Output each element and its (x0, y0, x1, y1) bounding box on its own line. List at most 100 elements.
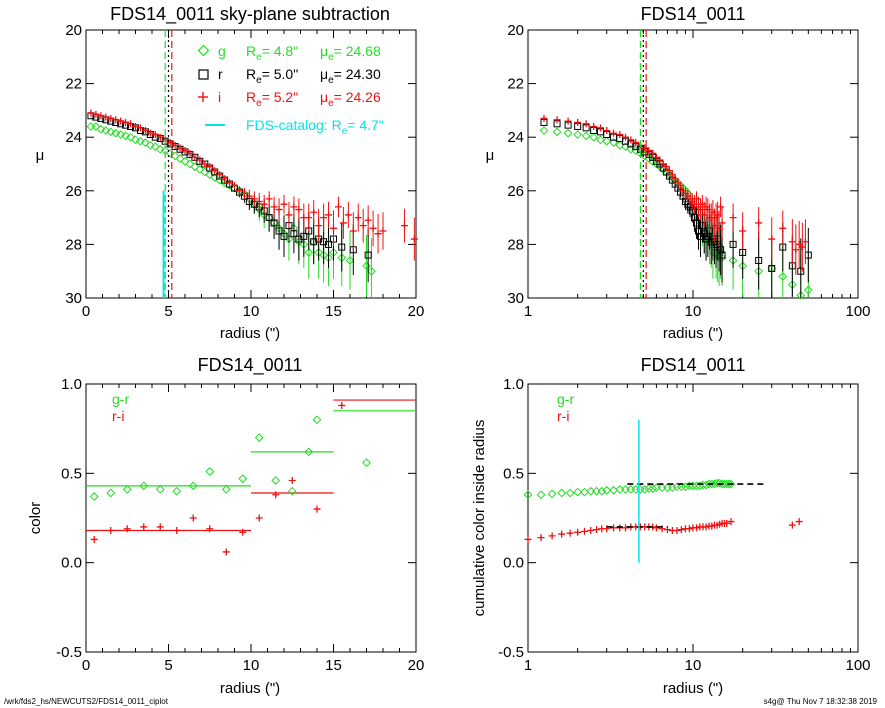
y-tick-label: -0.5 (498, 644, 524, 661)
data-point-i (582, 120, 590, 128)
data-point-i (136, 124, 144, 132)
panel-2-ylabel: μ (486, 147, 495, 164)
data-point-i (590, 122, 598, 130)
panel-3-legend-gr: g-r (112, 391, 129, 407)
data-point-i (270, 203, 278, 211)
data-point-g-r (615, 485, 625, 494)
data-point-g-r (631, 485, 641, 494)
data-point-g (573, 130, 583, 139)
data-point-i (285, 211, 293, 219)
data-point-i (310, 208, 318, 216)
data-point-i (792, 246, 800, 254)
y-tick-label: 24 (507, 129, 524, 146)
panel-2-marks (539, 30, 813, 300)
data-point-i (779, 224, 787, 232)
data-point-r (300, 232, 308, 240)
data-point-i (374, 230, 382, 238)
data-point-i (603, 127, 611, 134)
panel-4-legend-ri: r-i (557, 408, 569, 424)
data-point-i (677, 181, 685, 189)
data-point-r-i (524, 535, 532, 543)
data-point-r-i (587, 527, 595, 535)
data-point-i (344, 211, 352, 219)
data-point-g-r (312, 415, 322, 425)
panel-1: FDS14_0011 sky-plane subtraction 0 5 10 15 2… (36, 4, 425, 342)
data-point-i (191, 153, 199, 161)
panel-1-legend: g Re= 4.8" μe= 24.68 r Re= 5.0" μe= 24.3… (197, 43, 384, 137)
data-point-r (338, 243, 346, 251)
data-point-g-r (707, 479, 717, 489)
data-point-g (345, 256, 355, 265)
y-tick-label: -0.5 (56, 644, 82, 661)
data-point-i (97, 112, 105, 120)
panel-3-title: FDS14_0011 (198, 355, 303, 376)
data-point-g-r (580, 487, 589, 497)
legend-r-marker (198, 69, 209, 80)
data-point-r-i (603, 525, 611, 533)
data-point-i (146, 129, 154, 137)
data-point-r-i (222, 548, 230, 556)
panel-4-legend-gr: g-r (557, 391, 574, 407)
legend-catalog: FDS-catalog: Re= 4.7" (246, 117, 384, 137)
data-point-g (91, 122, 101, 131)
data-point-i (92, 110, 100, 118)
data-point-g-r (205, 467, 215, 476)
data-point-r-i (622, 524, 630, 532)
y-tick-label: 0.0 (61, 555, 82, 572)
y-tick-label: 26 (65, 183, 82, 200)
data-point-g-r (271, 476, 281, 485)
data-point-g-r (89, 492, 99, 501)
data-point-r-i (239, 528, 247, 536)
data-point-i (364, 216, 372, 224)
data-point-r-i (255, 514, 263, 522)
data-point-r-i (313, 505, 321, 513)
x-tick-label: 5 (164, 303, 172, 320)
data-point-r-i (592, 526, 600, 534)
panel-1-ticks: 0 5 10 15 20 20 22 24 26 28 30 (65, 22, 424, 320)
data-point-i (211, 167, 219, 175)
y-tick-label: 24 (65, 129, 82, 146)
data-point-g-r (254, 433, 264, 442)
data-point-i (330, 224, 337, 232)
panel-1-xlabel: radius (") (220, 325, 280, 342)
data-point-i (400, 222, 408, 230)
data-point-g-r (609, 485, 618, 495)
data-point-i (410, 235, 418, 243)
data-point-r (729, 240, 737, 248)
data-point-g-r (304, 447, 314, 457)
legend-g-re: Re= 4.8" (246, 43, 298, 63)
data-point-g-r (704, 479, 714, 489)
data-point-g-r (155, 485, 165, 494)
data-point-r (698, 222, 706, 230)
panel-4-ylabel: cumulative color inside radius (471, 420, 488, 617)
y-tick-label: 0.5 (61, 465, 82, 482)
data-point-g (738, 261, 748, 271)
data-point-i (718, 219, 726, 227)
data-point-i (714, 211, 722, 219)
data-point-i (668, 171, 676, 179)
x-tick-label: 10 (685, 657, 702, 674)
data-point-i (369, 224, 377, 232)
data-point-i (275, 206, 283, 214)
data-point-g (180, 156, 190, 166)
data-point-g-r (648, 484, 658, 493)
data-point-r-i (90, 535, 98, 543)
x-tick-label: 20 (408, 657, 425, 674)
data-point-g-r (720, 479, 729, 489)
data-point-g-r (362, 458, 371, 467)
data-point-r-i (581, 527, 588, 535)
data-point-g (787, 280, 797, 289)
data-point-r-i (548, 532, 556, 540)
data-point-i (616, 131, 624, 139)
panel-2-xlabel: radius (") (663, 325, 723, 342)
data-point-i (305, 214, 313, 222)
y-tick-label: 26 (507, 183, 524, 200)
data-point-g-r (547, 489, 557, 499)
data-point-i (295, 206, 303, 214)
data-point-r (797, 267, 805, 275)
data-point-i (221, 175, 229, 183)
data-point-r-i (123, 525, 131, 533)
data-point-i (226, 179, 234, 187)
data-point-g (728, 256, 738, 265)
